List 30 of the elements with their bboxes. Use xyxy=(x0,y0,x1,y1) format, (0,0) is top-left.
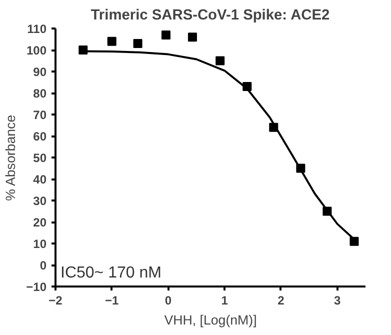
y-tick-label: −10 xyxy=(26,280,47,294)
point xyxy=(133,39,142,48)
x-tick-label: 1 xyxy=(221,294,228,308)
x-tick-label: −1 xyxy=(105,294,120,308)
x-tick-label: 0 xyxy=(164,294,172,308)
x-axis-title: VHH, [Log(nM)] xyxy=(164,312,257,328)
chart-title: Trimeric SARS-CoV-1 Spike: ACE2 xyxy=(90,8,330,24)
y-tick-label: 100 xyxy=(26,44,47,58)
annotation: IC50~ 170 nM xyxy=(60,264,162,282)
y-axis-title: % Absorbance xyxy=(3,114,18,201)
y-tick-label: 60 xyxy=(33,130,47,144)
y-tick-label: 20 xyxy=(33,216,47,230)
y-tick-label: 110 xyxy=(27,22,47,36)
y-tick-label: 10 xyxy=(33,237,47,251)
point xyxy=(107,36,116,46)
x-tick-label: 2 xyxy=(278,294,285,308)
y-tick-label: 80 xyxy=(33,86,47,100)
point xyxy=(161,30,170,40)
point xyxy=(188,32,197,42)
y-tick-label: 90 xyxy=(33,65,47,79)
y-tick-label: 50 xyxy=(33,151,47,165)
x-tick-label: 3 xyxy=(334,294,341,308)
y-tick-label: 30 xyxy=(33,194,47,208)
point xyxy=(216,56,225,66)
y-tick-label: 40 xyxy=(33,172,47,186)
x-tick-label: −2 xyxy=(48,294,63,308)
y-tick-label: 70 xyxy=(33,108,47,122)
point xyxy=(350,236,359,246)
point xyxy=(78,46,88,54)
y-tick-label: 0 xyxy=(40,258,47,272)
